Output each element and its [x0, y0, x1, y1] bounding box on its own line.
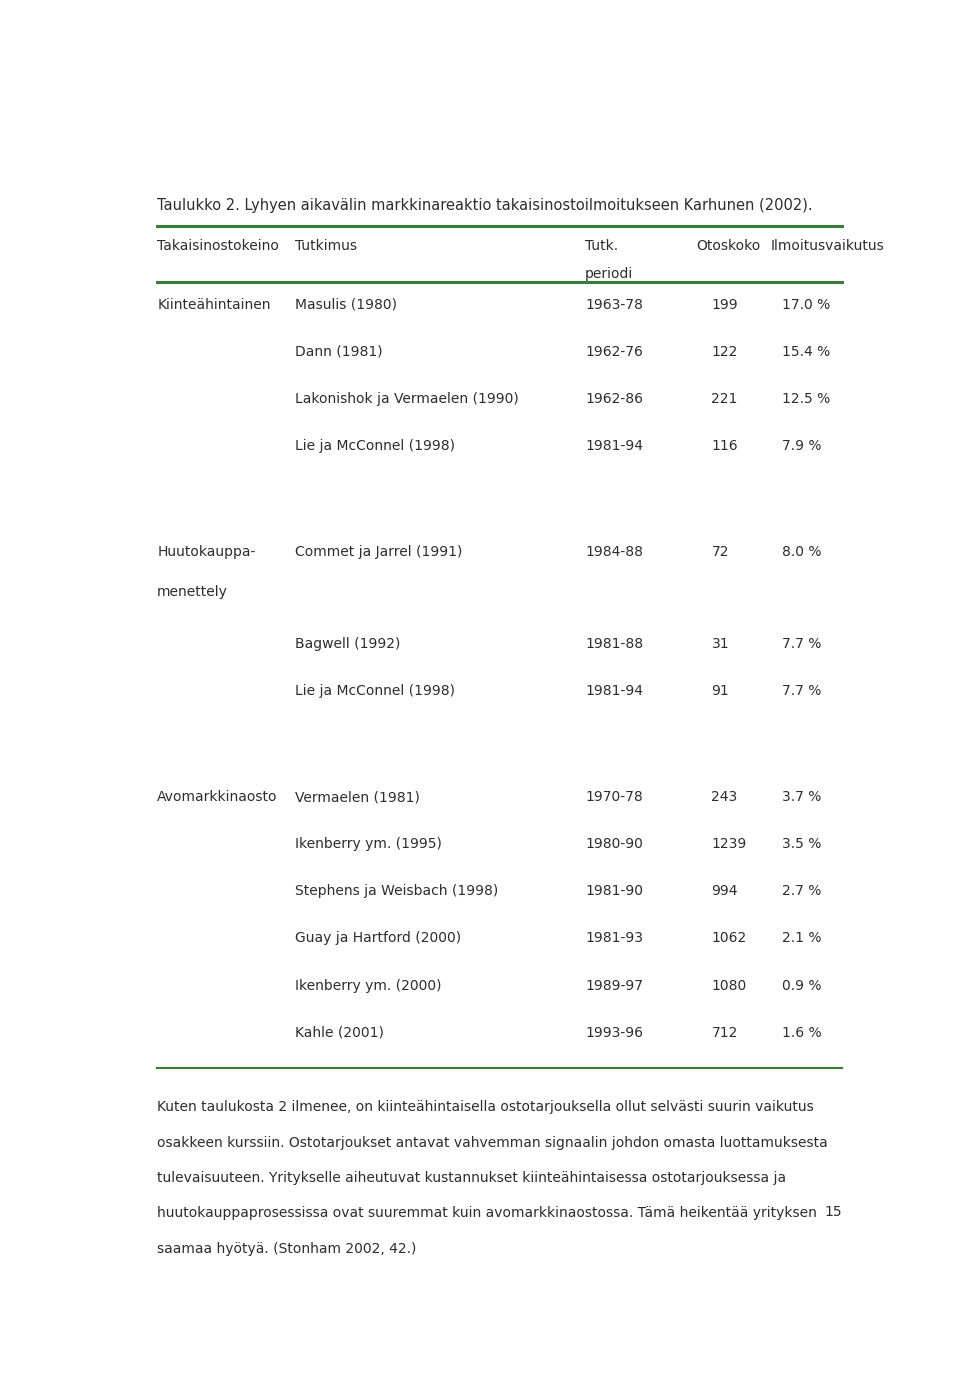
- Text: 116: 116: [711, 440, 738, 453]
- Text: 1080: 1080: [711, 979, 747, 993]
- Text: 712: 712: [711, 1025, 738, 1039]
- Text: 7.9 %: 7.9 %: [782, 440, 822, 453]
- Text: 1962-86: 1962-86: [585, 392, 643, 406]
- Text: periodi: periodi: [585, 267, 634, 281]
- Text: Huutokauppa-: Huutokauppa-: [157, 545, 255, 559]
- Text: 1980-90: 1980-90: [585, 837, 643, 851]
- Text: saamaa hyötyä. (Stonham 2002, 42.): saamaa hyötyä. (Stonham 2002, 42.): [157, 1242, 417, 1256]
- Text: 1984-88: 1984-88: [585, 545, 643, 559]
- Text: 3.7 %: 3.7 %: [782, 790, 822, 804]
- Text: Guay ja Hartford (2000): Guay ja Hartford (2000): [295, 932, 461, 946]
- Text: Tutk.: Tutk.: [585, 239, 618, 253]
- Text: 994: 994: [711, 885, 738, 899]
- Text: 1.6 %: 1.6 %: [782, 1025, 822, 1039]
- Text: 12.5 %: 12.5 %: [782, 392, 830, 406]
- Text: Bagwell (1992): Bagwell (1992): [295, 637, 400, 651]
- Text: Otoskoko: Otoskoko: [697, 239, 761, 253]
- Text: Stephens ja Weisbach (1998): Stephens ja Weisbach (1998): [295, 885, 498, 899]
- Text: 15.4 %: 15.4 %: [782, 345, 830, 359]
- Text: Lakonishok ja Vermaelen (1990): Lakonishok ja Vermaelen (1990): [295, 392, 518, 406]
- Text: 1981-94: 1981-94: [585, 440, 643, 453]
- Text: osakkeen kurssiin. Ostotarjoukset antavat vahvemman signaalin johdon omasta luot: osakkeen kurssiin. Ostotarjoukset antava…: [157, 1135, 828, 1149]
- Text: Vermaelen (1981): Vermaelen (1981): [295, 790, 420, 804]
- Text: 91: 91: [711, 684, 730, 698]
- Text: Takaisinostokeino: Takaisinostokeino: [157, 239, 279, 253]
- Text: 243: 243: [711, 790, 737, 804]
- Text: 1989-97: 1989-97: [585, 979, 643, 993]
- Text: Ikenberry ym. (1995): Ikenberry ym. (1995): [295, 837, 442, 851]
- Text: huutokauppaprosessissa ovat suuremmat kuin avomarkkinaostossa. Tämä heikentää yr: huutokauppaprosessissa ovat suuremmat ku…: [157, 1206, 817, 1220]
- Text: 1963-78: 1963-78: [585, 298, 643, 312]
- Text: Commet ja Jarrel (1991): Commet ja Jarrel (1991): [295, 545, 462, 559]
- Text: Tutkimus: Tutkimus: [295, 239, 357, 253]
- Text: 72: 72: [711, 545, 729, 559]
- Text: 8.0 %: 8.0 %: [782, 545, 822, 559]
- Text: 7.7 %: 7.7 %: [782, 684, 822, 698]
- Text: 1970-78: 1970-78: [585, 790, 643, 804]
- Text: 31: 31: [711, 637, 729, 651]
- Text: Kahle (2001): Kahle (2001): [295, 1025, 384, 1039]
- Text: 2.1 %: 2.1 %: [782, 932, 822, 946]
- Text: 221: 221: [711, 392, 738, 406]
- Text: 1062: 1062: [711, 932, 747, 946]
- Text: 0.9 %: 0.9 %: [782, 979, 822, 993]
- Text: 1981-90: 1981-90: [585, 885, 643, 899]
- Text: 199: 199: [711, 298, 738, 312]
- Text: Dann (1981): Dann (1981): [295, 345, 382, 359]
- Text: 2.7 %: 2.7 %: [782, 885, 822, 899]
- Text: Lie ja McConnel (1998): Lie ja McConnel (1998): [295, 440, 455, 453]
- Text: 1993-96: 1993-96: [585, 1025, 643, 1039]
- Text: Ilmoitusvaikutus: Ilmoitusvaikutus: [771, 239, 885, 253]
- Text: menettely: menettely: [157, 586, 228, 600]
- Text: 15: 15: [824, 1205, 842, 1219]
- Text: 1981-94: 1981-94: [585, 684, 643, 698]
- Text: 122: 122: [711, 345, 738, 359]
- Text: 1962-76: 1962-76: [585, 345, 643, 359]
- Text: 3.5 %: 3.5 %: [782, 837, 822, 851]
- Text: tulevaisuuteen. Yritykselle aiheutuvat kustannukset kiinteähintaisessa ostotarjo: tulevaisuuteen. Yritykselle aiheutuvat k…: [157, 1171, 786, 1185]
- Text: Taulukko 2. Lyhyen aikavälin markkinareaktio takaisinostoilmoitukseen Karhunen (: Taulukko 2. Lyhyen aikavälin markkinarea…: [157, 198, 813, 213]
- Text: Masulis (1980): Masulis (1980): [295, 298, 396, 312]
- Text: Kiinteähintainen: Kiinteähintainen: [157, 298, 271, 312]
- Text: 1239: 1239: [711, 837, 747, 851]
- Text: Avomarkkinaosto: Avomarkkinaosto: [157, 790, 277, 804]
- Text: 7.7 %: 7.7 %: [782, 637, 822, 651]
- Text: 1981-88: 1981-88: [585, 637, 643, 651]
- Text: Lie ja McConnel (1998): Lie ja McConnel (1998): [295, 684, 455, 698]
- Text: Kuten taulukosta 2 ilmenee, on kiinteähintaisella ostotarjouksella ollut selväst: Kuten taulukosta 2 ilmenee, on kiinteähi…: [157, 1100, 814, 1114]
- Text: 1981-93: 1981-93: [585, 932, 643, 946]
- Text: 17.0 %: 17.0 %: [782, 298, 830, 312]
- Text: Ikenberry ym. (2000): Ikenberry ym. (2000): [295, 979, 442, 993]
